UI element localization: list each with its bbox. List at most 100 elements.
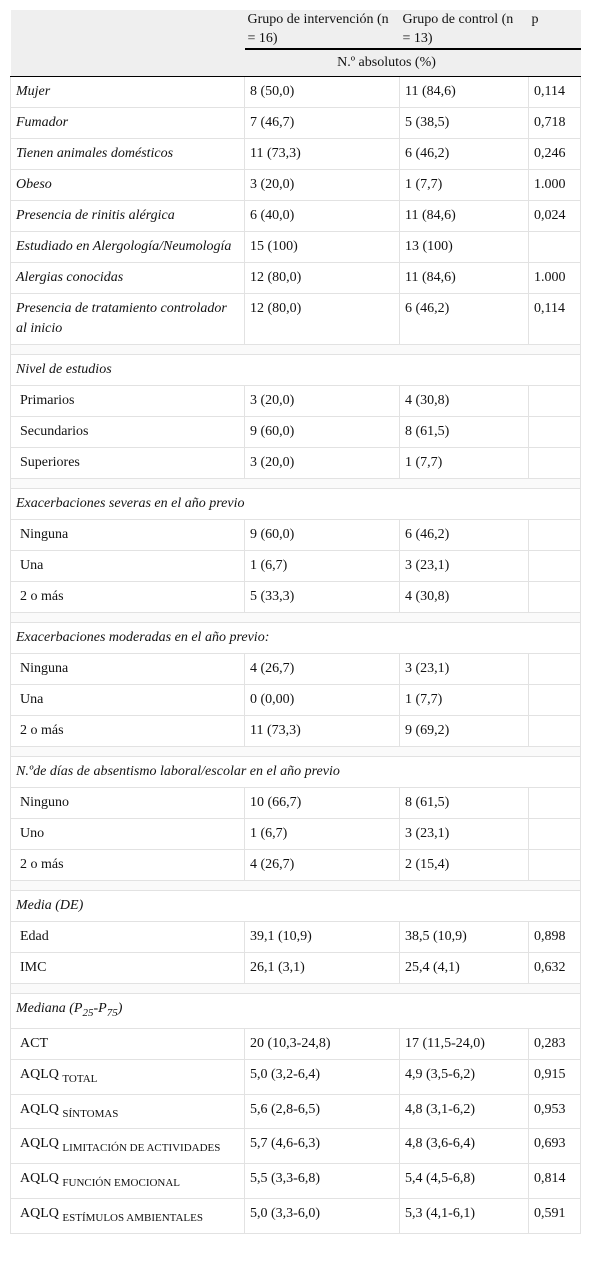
cell: 5,0 (3,3-6,0) [244,1197,400,1234]
section-row: Nivel de estudios [10,354,581,386]
cell: 38,5 (10,9) [399,921,529,953]
row-label: Estudiado en Alergología/Neumología [10,231,245,263]
cell: 1.000 [528,169,581,201]
cell: 1 (7,7) [399,447,529,479]
spacer-cell [10,746,581,757]
table-row: Una 1 (6,7) 3 (23,1) [10,550,581,582]
table-row: Edad 39,1 (10,9) 38,5 (10,9) 0,898 [10,921,581,953]
cell: 17 (11,5-24,0) [399,1027,529,1060]
cell: 0,632 [528,952,581,984]
section-row: Exacerbaciones severas en el año previo [10,488,581,520]
table-row: Primarios 3 (20,0) 4 (30,8) [10,385,581,417]
row-label: Superiores [10,447,245,479]
cell [528,231,581,263]
section-title: Mediana (P25-P75) [10,993,581,1029]
header-cell: p [528,10,581,50]
title-text: ) [117,1001,123,1016]
section-title: Exacerbaciones severas en el año previo [10,488,581,520]
row-label: Alergias conocidas [10,262,245,294]
table-row: Ninguna 9 (60,0) 6 (46,2) [10,519,581,551]
table-row: Una 0 (0,00) 1 (7,7) [10,684,581,716]
row-label: Ninguna [10,519,245,551]
spacer-row [10,983,581,994]
row-label: Presencia de tratamiento controlador al … [10,293,245,345]
cell: 1.000 [528,262,581,294]
row-label: Mujer [10,76,245,108]
cell: 1 (6,7) [244,550,400,582]
label-subscript: SÍNTOMAS [62,1107,119,1120]
cell: 0,114 [528,293,581,345]
section-row: Mediana (P25-P75) [10,993,581,1029]
table-row: Uno 1 (6,7) 3 (23,1) [10,818,581,850]
cell: 0,024 [528,200,581,232]
cell: 4 (30,8) [399,581,529,613]
cell [528,849,581,881]
cell: 5,7 (4,6-6,3) [244,1128,400,1165]
row-label: ACT [10,1027,245,1060]
header-cell: Grupo de intervención (n = 16) [244,10,400,50]
label-subscript: LIMITACIÓN DE ACTIVIDADES [62,1142,221,1155]
row-label: Obeso [10,169,245,201]
header-blank [10,49,245,77]
table-row: ACT 20 (10,3-24,8) 17 (11,5-24,0) 0,283 [10,1027,581,1060]
spacer-row [10,746,581,757]
cell: 0,114 [528,76,581,108]
row-label: Secundarios [10,416,245,448]
section-title: Exacerbaciones moderadas en el año previ… [10,622,581,654]
label-text: AQLQ [20,1205,59,1221]
row-label: Presencia de rinitis alérgica [10,200,245,232]
table-row: Fumador 7 (46,7) 5 (38,5) 0,718 [10,107,581,139]
spacer-cell [10,478,581,489]
row-label: AQLQ TOTAL [10,1058,245,1095]
cell: 3 (20,0) [244,169,400,201]
table-row: AQLQ SÍNTOMAS 5,6 (2,8-6,5) 4,8 (3,1-6,2) 0… [10,1093,581,1130]
cell: 3 (23,1) [399,818,529,850]
table-row: IMC 26,1 (3,1) 25,4 (4,1) 0,632 [10,952,581,984]
table-row: Superiores 3 (20,0) 1 (7,7) [10,447,581,479]
cell: 13 (100) [399,231,529,263]
table-row: 2 o más 4 (26,7) 2 (15,4) [10,849,581,881]
spacer-cell [10,344,581,355]
label-text: AQLQ [20,1136,59,1152]
cell: 1 (7,7) [399,684,529,716]
title-text: Media (DE) [16,898,84,913]
title-subscript: 75 [106,1006,118,1019]
cell: 6 (46,2) [399,293,529,345]
cell: 9 (60,0) [244,416,400,448]
cell: 0,718 [528,107,581,139]
table-row: Presencia de tratamiento controlador al … [10,293,581,345]
label-text: AQLQ [20,1171,59,1187]
cell: 5,0 (3,2-6,4) [244,1058,400,1095]
cell: 10 (66,7) [244,787,400,819]
spacer-cell [10,612,581,623]
cell [528,581,581,613]
spacer-row [10,880,581,891]
cell [528,684,581,716]
row-label: Tienen animales domésticos [10,138,245,170]
title-text: N.ºde días de absentismo laboral/escolar… [16,764,340,779]
cell: 8 (50,0) [244,76,400,108]
table-row: 2 o más 11 (73,3) 9 (69,2) [10,715,581,747]
table-row: 2 o más 5 (33,3) 4 (30,8) [10,581,581,613]
spacer-cell [10,880,581,891]
spacer-row [10,478,581,489]
cell: 0,591 [528,1197,581,1234]
cell: 0,915 [528,1058,581,1095]
table-row: AQLQ FUNCIÓN EMOCIONAL 5,5 (3,3-6,8) 5,4 (… [10,1163,581,1199]
section-row: Media (DE) [10,890,581,922]
row-label: Edad [10,921,245,953]
table-row: Mujer 8 (50,0) 11 (84,6) 0,114 [10,76,581,108]
cell: 5,5 (3,3-6,8) [244,1163,400,1199]
cell: 1 (6,7) [244,818,400,850]
cell: 2 (15,4) [399,849,529,881]
table-row: Secundarios 9 (60,0) 8 (61,5) [10,416,581,448]
cell: 4,8 (3,1-6,2) [399,1093,529,1130]
cell [528,519,581,551]
section-row: N.ºde días de absentismo laboral/escolar… [10,756,581,788]
cell: 8 (61,5) [399,416,529,448]
cell: 0,814 [528,1163,581,1199]
cell: 7 (46,7) [244,107,400,139]
title-text: -P [93,1001,107,1016]
cell: 12 (80,0) [244,262,400,294]
row-label: 2 o más [10,581,245,613]
